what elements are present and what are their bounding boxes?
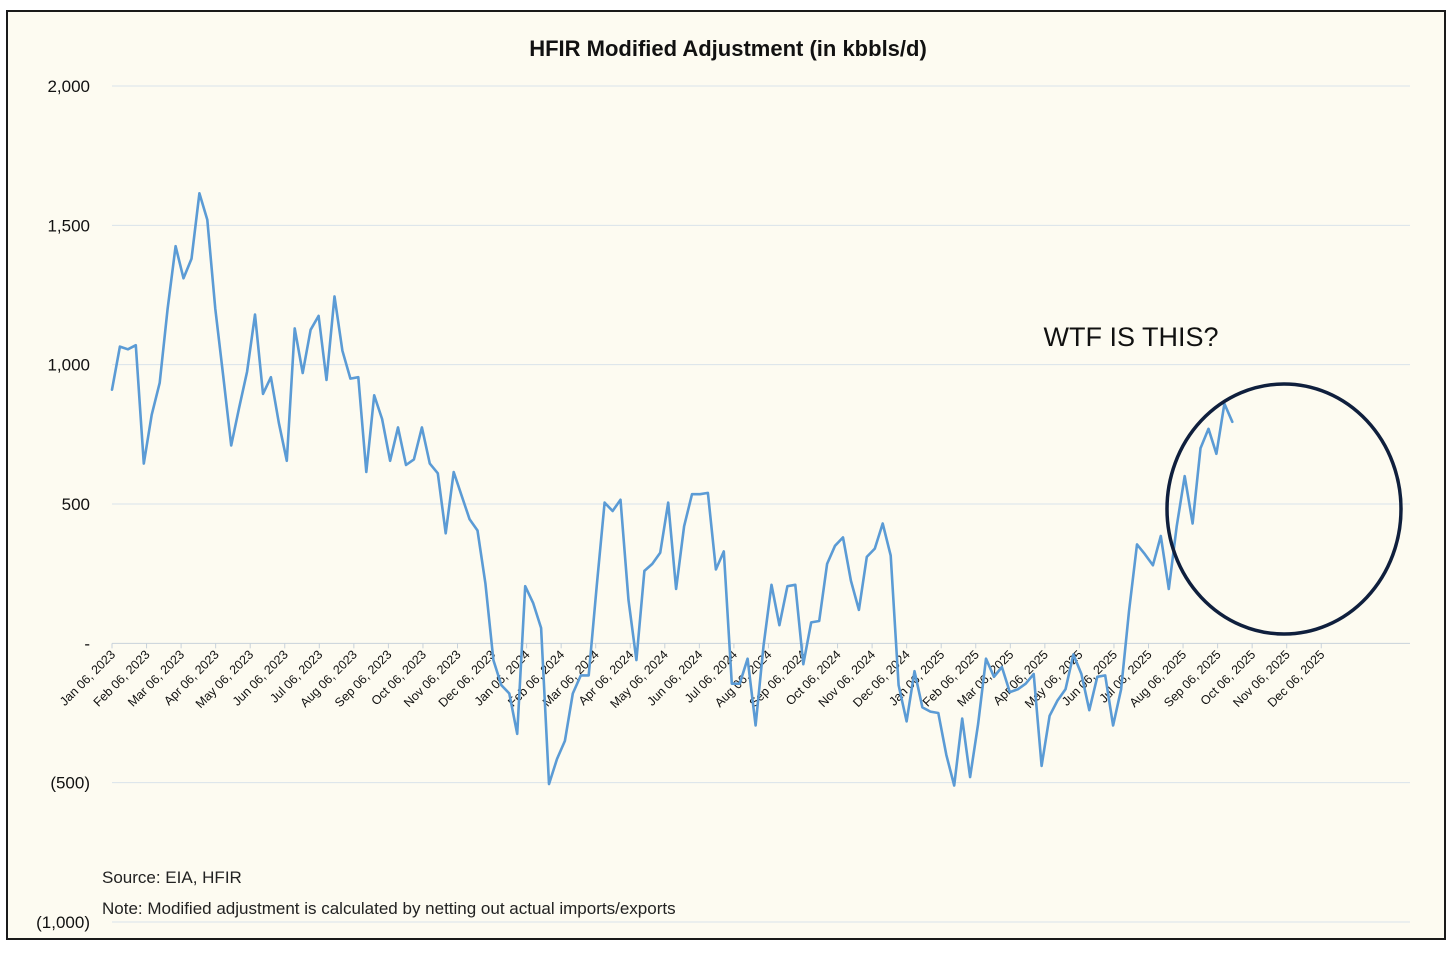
chart-svg: HFIR Modified Adjustment (in kbbls/d) 2,… (36, 36, 1410, 932)
gridlines (112, 85, 1410, 923)
note-text: Note: Modified adjustment is calculated … (102, 899, 676, 918)
y-tick-label: 500 (62, 495, 90, 514)
y-tick-label: 1,500 (47, 216, 90, 235)
y-tick-label: - (84, 634, 90, 653)
chart-title: HFIR Modified Adjustment (in kbbls/d) (529, 36, 927, 61)
annotation-text: WTF IS THIS? (1043, 322, 1218, 352)
highlight-circle (1165, 382, 1403, 636)
series-line (110, 192, 1234, 787)
y-tick-label: (500) (50, 774, 90, 793)
y-tick-label: 1,000 (47, 356, 90, 375)
y-axis-ticks: 2,000 1,500 1,000 500 - (500) (1,000) (36, 77, 90, 932)
y-tick-label: 2,000 (47, 77, 90, 96)
y-tick-label: (1,000) (36, 913, 90, 932)
chart-frame: HFIR Modified Adjustment (in kbbls/d) 2,… (6, 10, 1446, 940)
source-text: Source: EIA, HFIR (102, 868, 242, 887)
